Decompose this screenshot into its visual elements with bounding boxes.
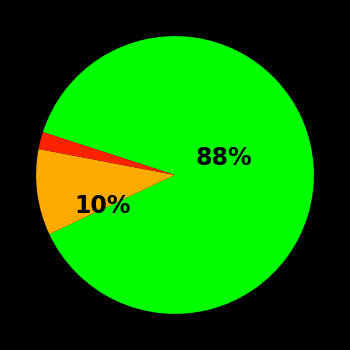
Text: 10%: 10%	[75, 194, 131, 218]
Wedge shape	[43, 36, 314, 314]
Wedge shape	[38, 132, 175, 175]
Text: 88%: 88%	[195, 146, 252, 170]
Wedge shape	[36, 149, 175, 234]
